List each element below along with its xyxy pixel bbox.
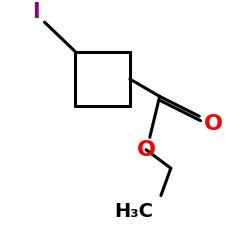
Text: O: O [136,140,156,160]
Text: I: I [32,2,40,22]
Text: H₃C: H₃C [114,202,153,221]
Text: O: O [204,114,223,134]
